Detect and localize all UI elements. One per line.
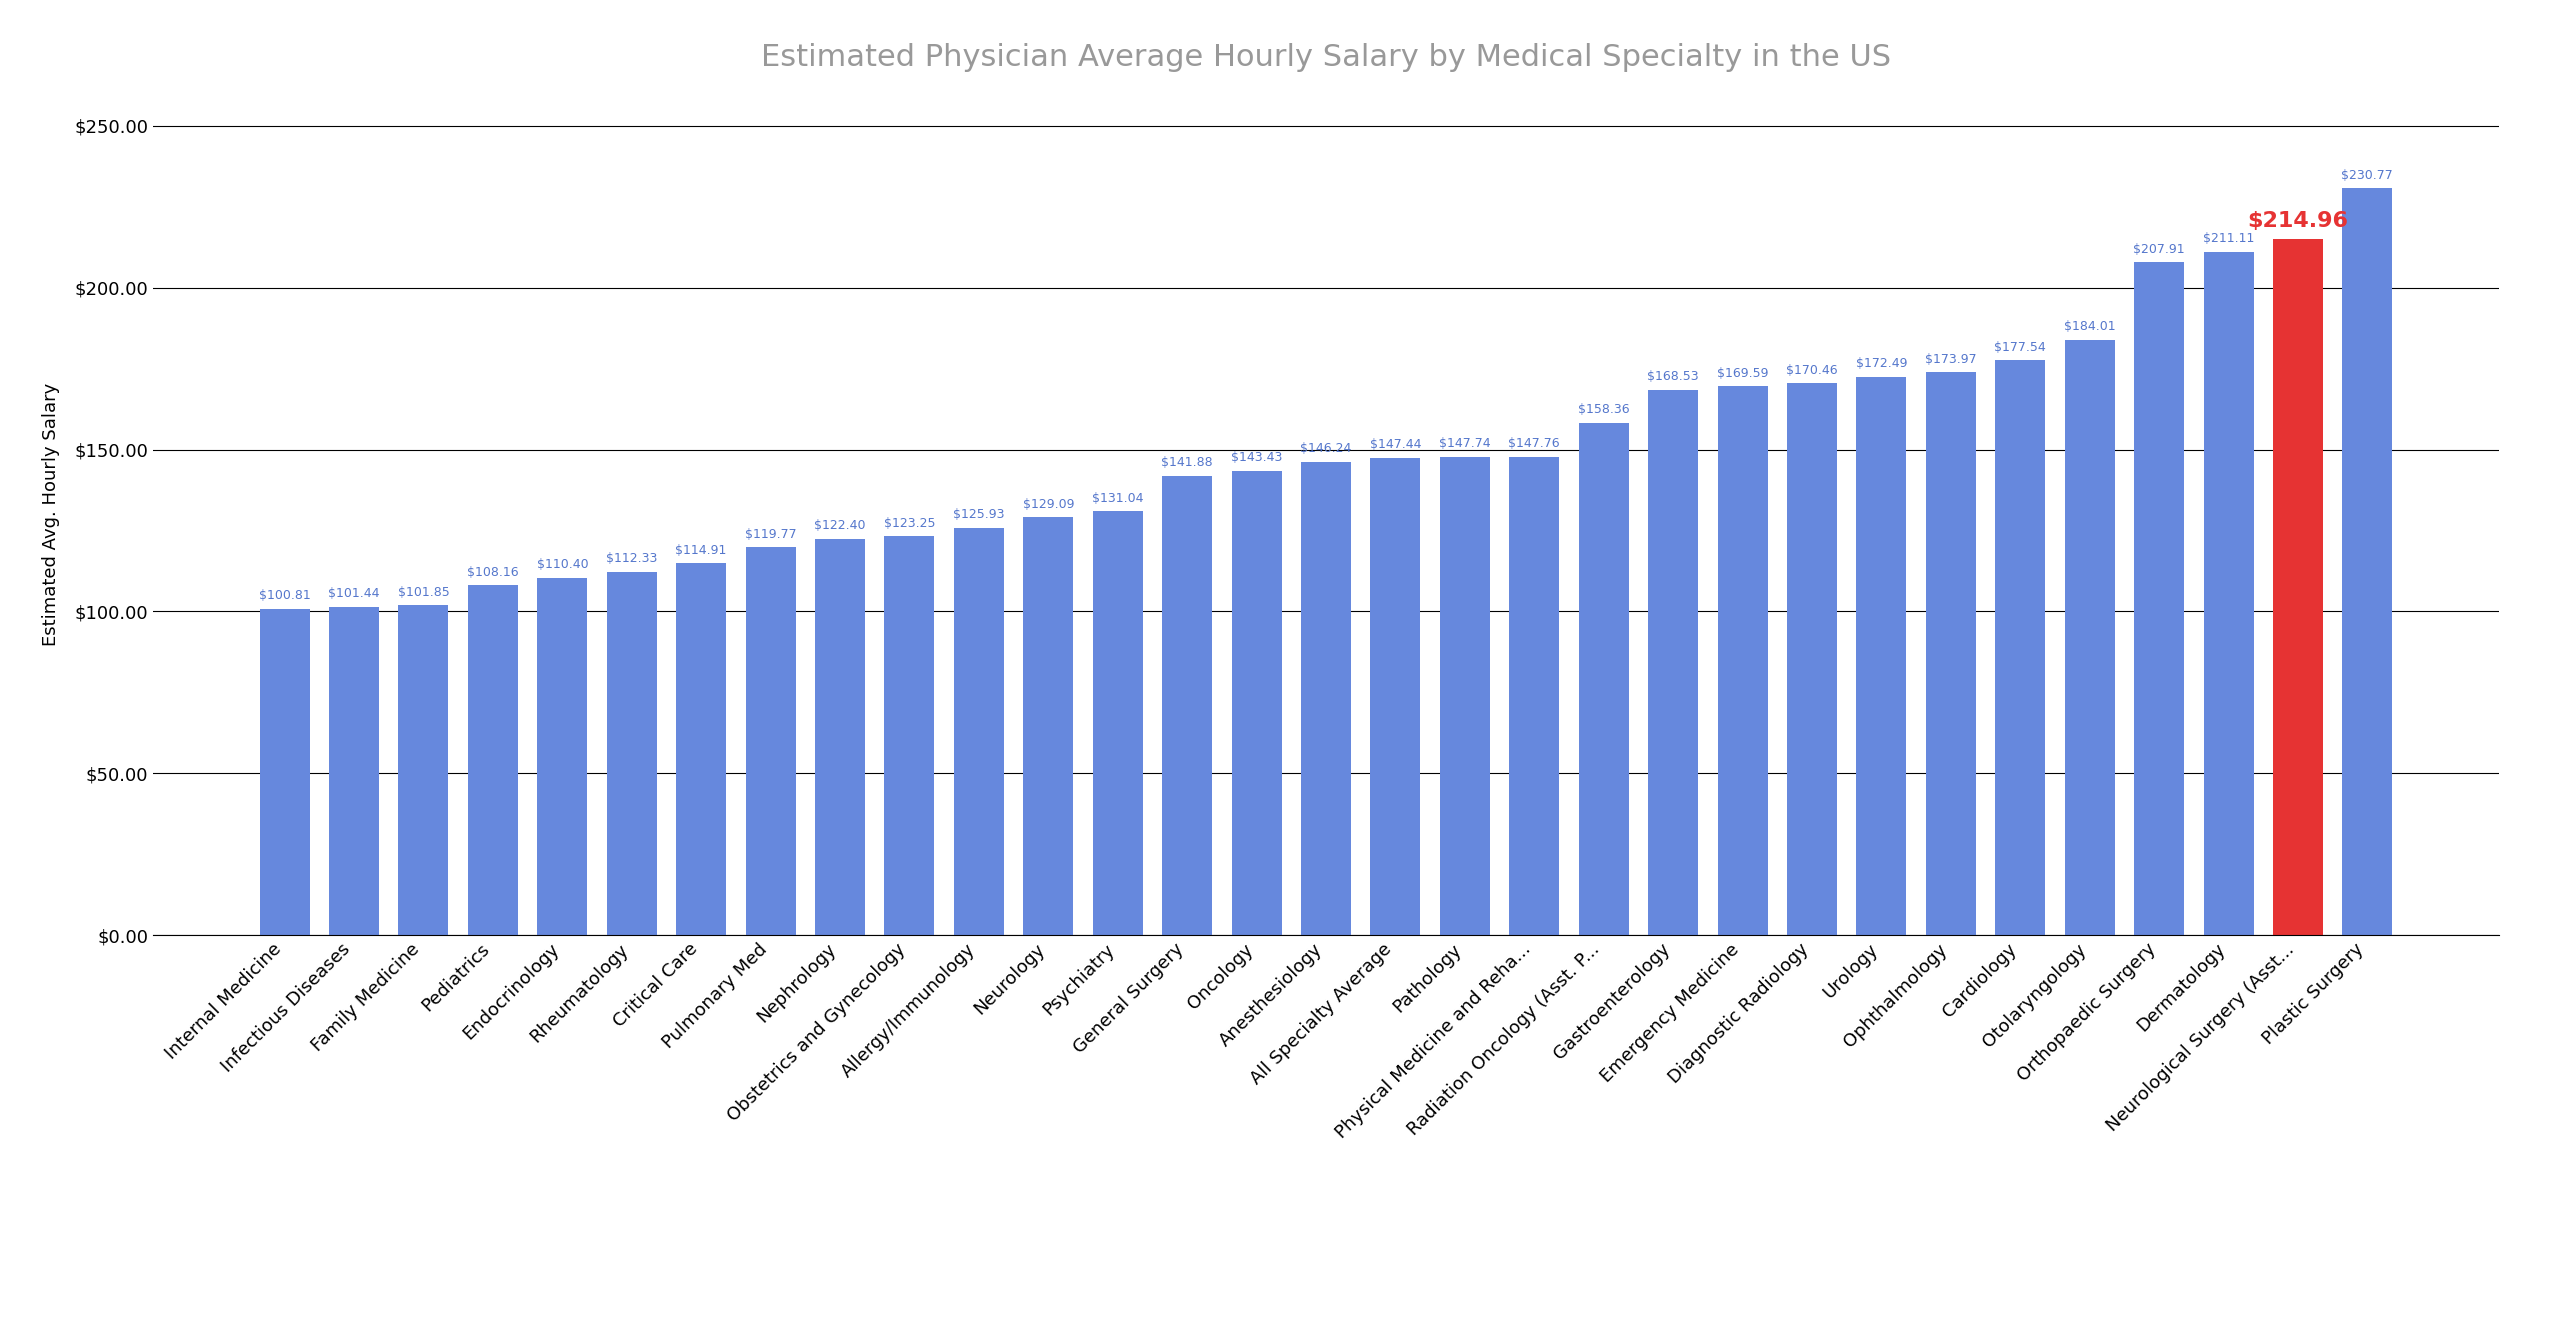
Text: $207.91: $207.91 (2134, 243, 2185, 255)
Text: $211.11: $211.11 (2203, 232, 2254, 246)
Bar (1441, 457, 1489, 935)
Bar (260, 609, 309, 935)
Text: $112.33: $112.33 (607, 552, 658, 565)
Text: $184.01: $184.01 (2063, 321, 2116, 333)
Text: $119.77: $119.77 (745, 528, 796, 541)
Text: $122.40: $122.40 (813, 520, 867, 533)
Text: $214.96: $214.96 (2247, 211, 2349, 231)
Bar (1856, 377, 1907, 935)
Y-axis label: Estimated Avg. Hourly Salary: Estimated Avg. Hourly Salary (43, 382, 61, 647)
Text: $108.16: $108.16 (467, 565, 518, 578)
Text: $101.44: $101.44 (329, 588, 380, 600)
Text: $143.43: $143.43 (1232, 452, 1283, 465)
Text: $230.77: $230.77 (2341, 168, 2394, 182)
Bar (2272, 239, 2323, 935)
Bar (676, 564, 727, 935)
Text: $141.88: $141.88 (1160, 457, 1214, 469)
Text: $123.25: $123.25 (885, 517, 936, 530)
Text: $110.40: $110.40 (536, 558, 589, 572)
Bar (2343, 188, 2392, 935)
Bar (1232, 470, 1283, 935)
Text: $170.46: $170.46 (1785, 363, 1839, 377)
Bar (1647, 390, 1698, 935)
Bar (538, 577, 586, 935)
Text: $158.36: $158.36 (1578, 403, 1629, 415)
Text: $100.81: $100.81 (258, 589, 311, 603)
Bar (1578, 422, 1629, 935)
Text: $177.54: $177.54 (1994, 341, 2045, 354)
Text: $146.24: $146.24 (1300, 442, 1352, 456)
Bar (1300, 462, 1352, 935)
Bar (607, 572, 658, 935)
Bar (816, 538, 864, 935)
Text: $147.74: $147.74 (1438, 437, 1492, 450)
Title: Estimated Physician Average Hourly Salary by Medical Specialty in the US: Estimated Physician Average Hourly Salar… (760, 43, 1892, 72)
Bar (1994, 361, 2045, 935)
Bar (398, 605, 449, 935)
Bar (1163, 476, 1211, 935)
Text: $125.93: $125.93 (954, 508, 1005, 521)
Bar (1510, 457, 1558, 935)
Text: $172.49: $172.49 (1856, 357, 1907, 370)
Bar (2203, 251, 2254, 935)
Text: $168.53: $168.53 (1647, 370, 1698, 383)
Text: $173.97: $173.97 (1925, 353, 1976, 366)
Text: $169.59: $169.59 (1716, 366, 1767, 379)
Bar (885, 536, 933, 935)
Text: $101.85: $101.85 (398, 587, 449, 599)
Bar (467, 585, 518, 935)
Text: $147.76: $147.76 (1510, 437, 1561, 450)
Bar (1023, 517, 1074, 935)
Text: $114.91: $114.91 (676, 544, 727, 557)
Bar (954, 528, 1005, 935)
Bar (1788, 383, 1836, 935)
Bar (1719, 386, 1767, 935)
Bar (745, 548, 796, 935)
Text: $147.44: $147.44 (1369, 438, 1420, 452)
Bar (2134, 262, 2185, 935)
Bar (1925, 371, 1976, 935)
Text: $131.04: $131.04 (1091, 492, 1142, 505)
Bar (1094, 510, 1142, 935)
Bar (329, 607, 380, 935)
Bar (2066, 339, 2114, 935)
Bar (1369, 458, 1420, 935)
Text: $129.09: $129.09 (1023, 498, 1074, 510)
